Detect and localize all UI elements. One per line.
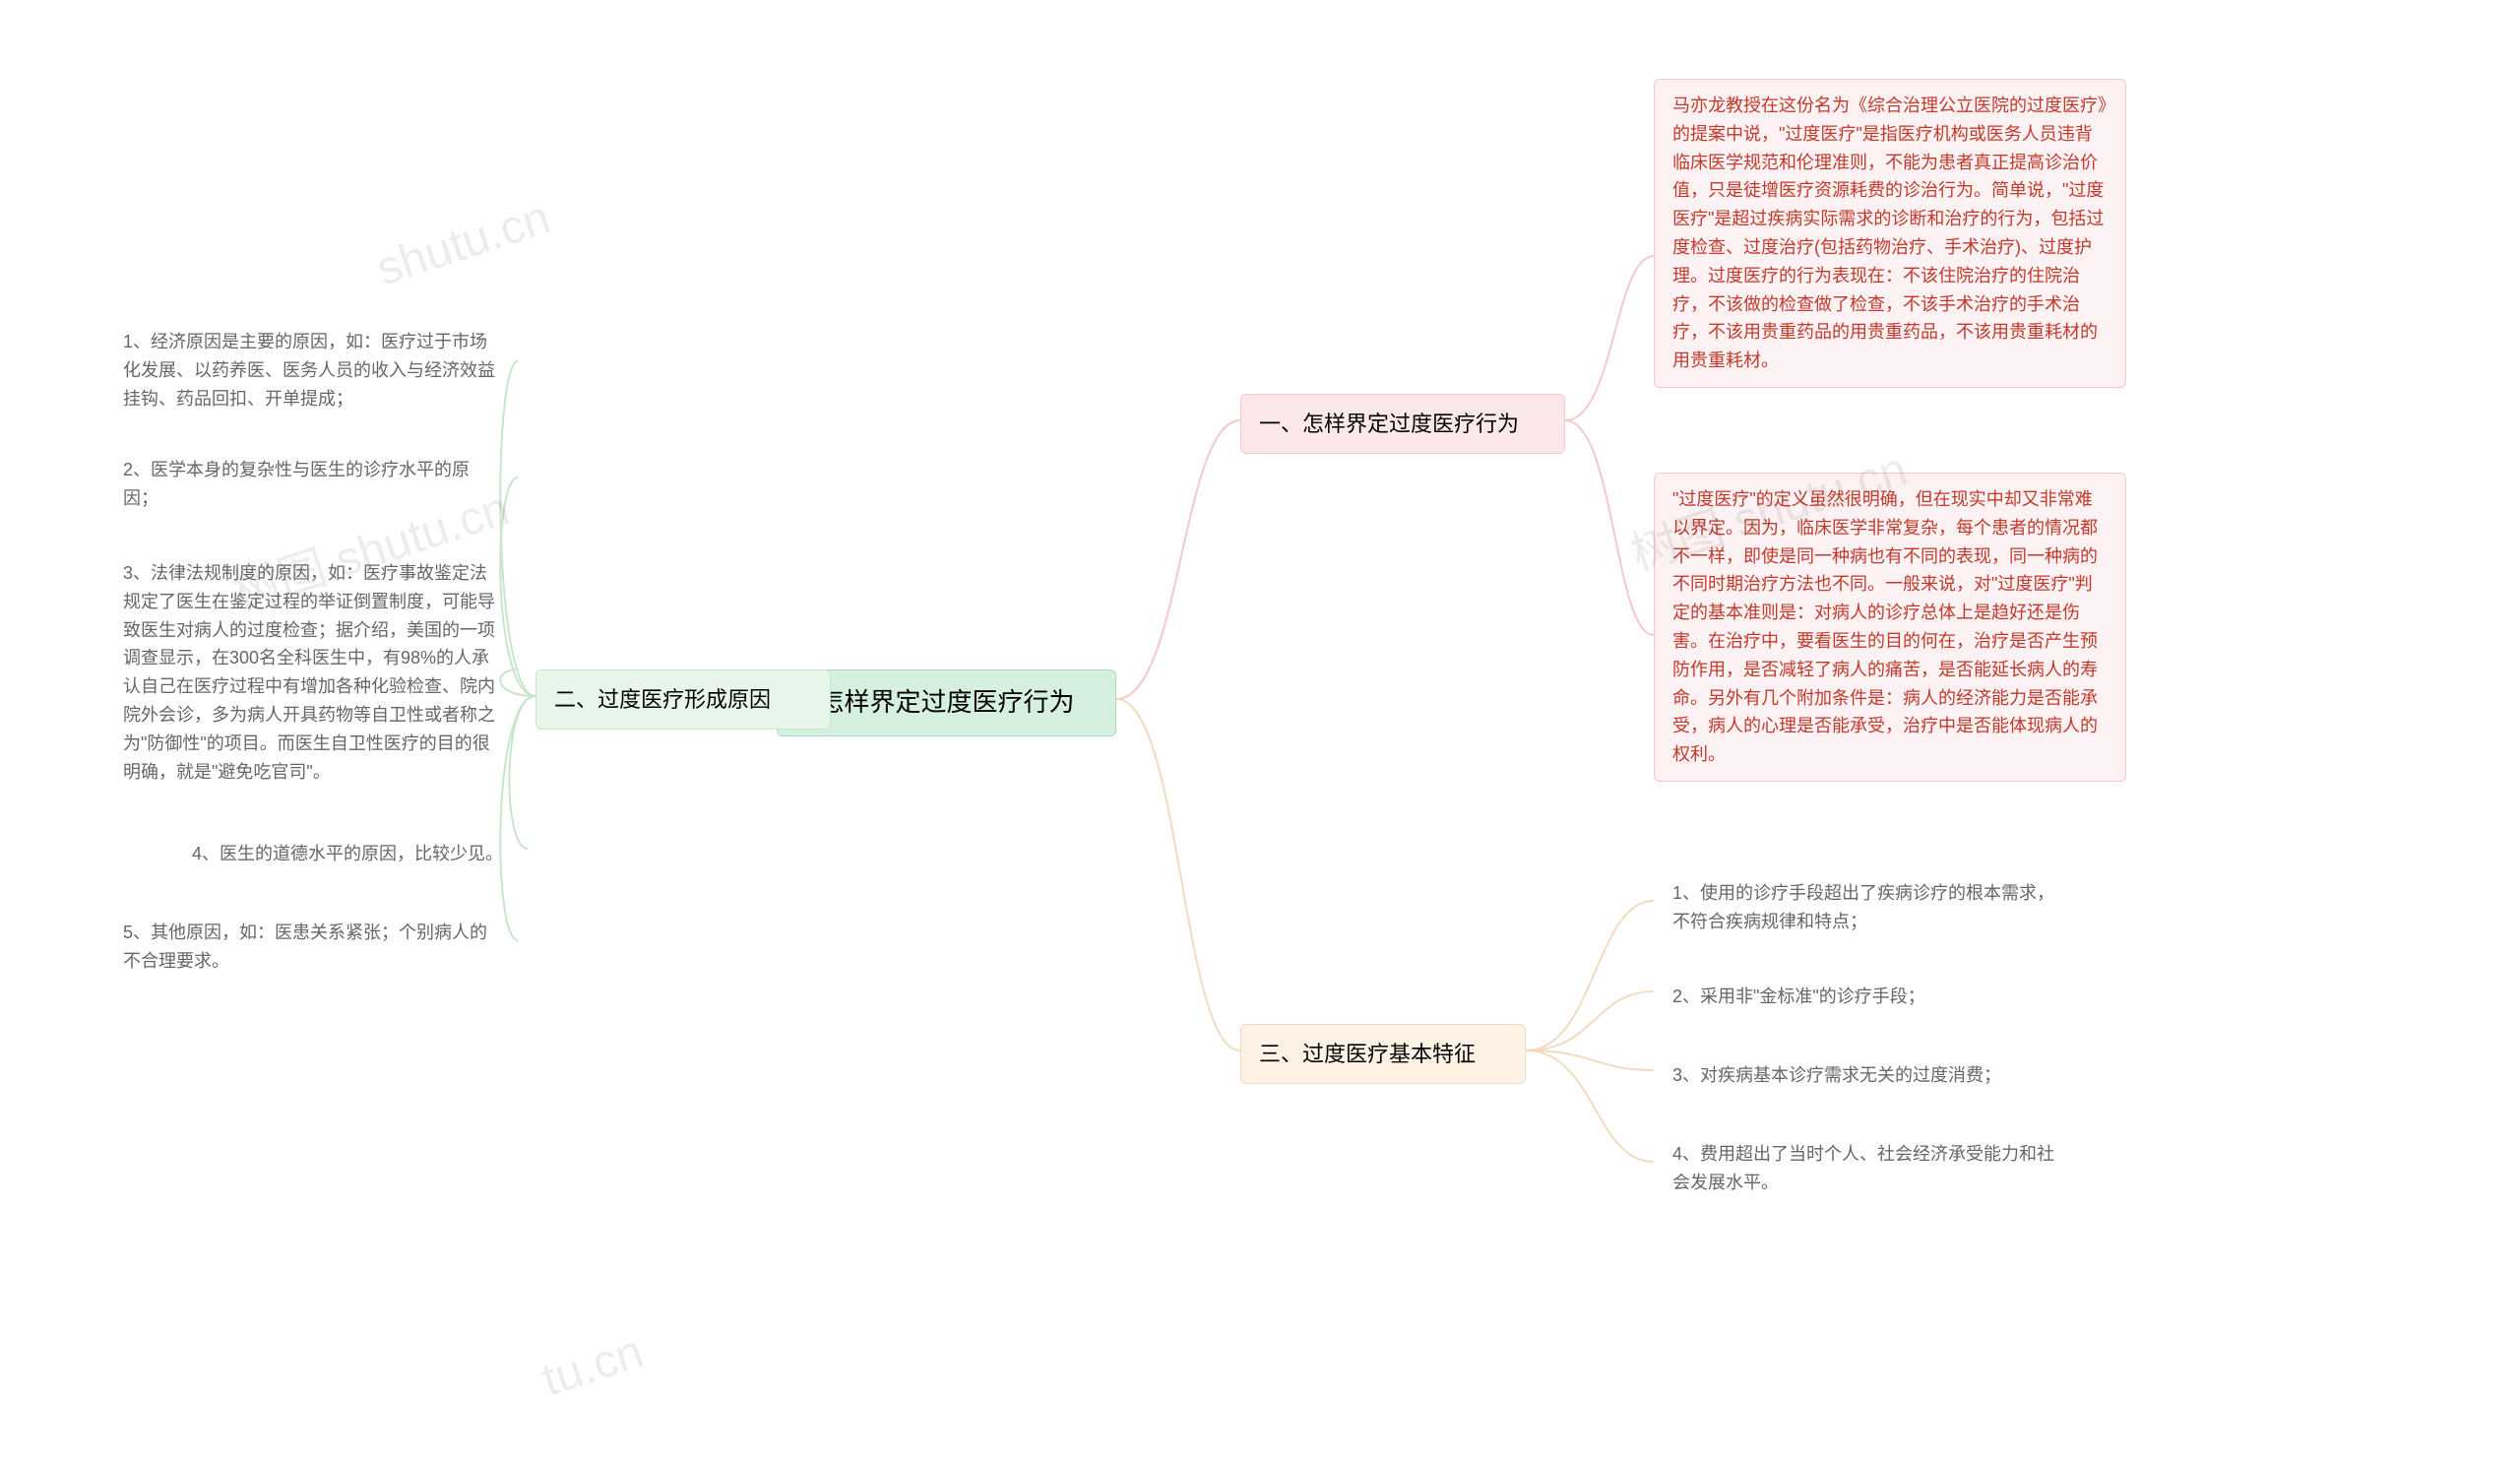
section-2-node[interactable]: 二、过度医疗形成原因 <box>536 669 831 730</box>
section-1-node[interactable]: 一、怎样界定过度医疗行为 <box>1240 394 1565 454</box>
section-2-leaf-1[interactable]: 2、医学本身的复杂性与医生的诊疗水平的原因； <box>104 443 518 526</box>
section-3-leaf-0[interactable]: 1、使用的诊疗手段超出了疾病诊疗的根本需求，不符合疾病规律和特点； <box>1654 866 2077 949</box>
section-2-leaf-4[interactable]: 5、其他原因，如：医患关系紧张；个别病人的不合理要求。 <box>104 906 518 988</box>
section-3-node[interactable]: 三、过度医疗基本特征 <box>1240 1024 1526 1084</box>
section-2-leaf-2[interactable]: 3、法律法规制度的原因，如：医疗事故鉴定法规定了医生在鉴定过程的举证倒置制度，可… <box>104 546 518 798</box>
section-3-leaf-3[interactable]: 4、费用超出了当时个人、社会经济承受能力和社会发展水平。 <box>1654 1127 2077 1210</box>
watermark: shutu.cn <box>370 190 557 296</box>
section-1-leaf-0[interactable]: 马亦龙教授在这份名为《综合治理公立医院的过度医疗》的提案中说，"过度医疗"是指医… <box>1654 79 2126 388</box>
section-2-leaf-0[interactable]: 1、经济原因是主要的原因，如：医疗过于市场化发展、以药养医、医务人员的收入与经济… <box>104 315 518 425</box>
section-3-leaf-2[interactable]: 3、对疾病基本诊疗需求无关的过度消费； <box>1654 1049 2077 1103</box>
section-3-leaf-1[interactable]: 2、采用非"金标准"的诊疗手段； <box>1654 970 2077 1024</box>
section-1-leaf-1[interactable]: "过度医疗"的定义虽然很明确，但在现实中却又非常难以界定。因为，临床医学非常复杂… <box>1654 473 2126 782</box>
section-2-leaf-3[interactable]: 4、医生的道德水平的原因，比较少见。 <box>173 827 528 881</box>
watermark: tu.cn <box>536 1324 650 1407</box>
